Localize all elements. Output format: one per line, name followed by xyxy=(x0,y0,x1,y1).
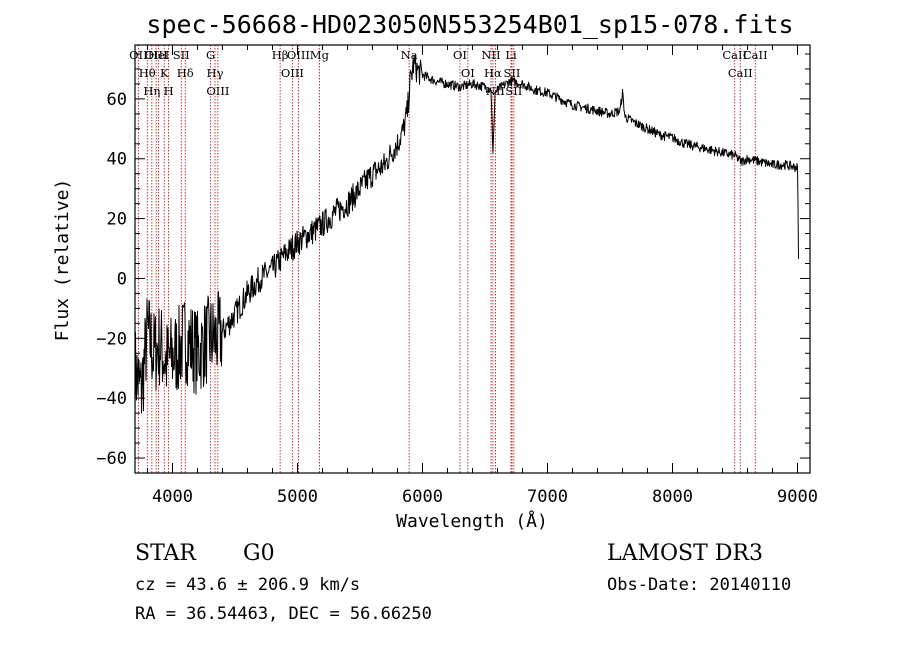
y-tick-label: 20 xyxy=(107,210,127,230)
x-tick-label: 4000 xyxy=(152,487,193,507)
y-tick-label: 60 xyxy=(107,90,127,110)
y-tick-label: −40 xyxy=(96,389,127,409)
y-axis: −60 −40 −20 0 20 40 60 xyxy=(96,53,810,469)
line-id-label: G xyxy=(206,48,215,62)
line-id-label: CaII xyxy=(728,66,753,80)
line-id-label: Hη xyxy=(143,84,160,98)
plot-area xyxy=(134,54,799,414)
line-id-label: OIII xyxy=(287,48,310,62)
line-id-label: NII xyxy=(486,84,505,98)
x-axis-label: Wavelength (Å) xyxy=(396,510,548,532)
line-id-label: OI xyxy=(461,66,475,80)
line-id-label: NII xyxy=(481,48,500,62)
line-id-label: OIII xyxy=(145,48,168,62)
line-id-label: OII xyxy=(129,48,148,62)
y-tick-label: 40 xyxy=(107,150,127,170)
ra-dec-coords: RA = 36.54463, DEC = 56.66250 xyxy=(135,604,432,624)
line-id-label: Hα xyxy=(484,66,502,80)
x-tick-label: 5000 xyxy=(277,487,318,507)
y-axis-label: Flux (relative) xyxy=(52,179,73,342)
line-id-label: H xyxy=(164,84,174,98)
line-id-label: Hθ xyxy=(139,66,156,80)
line-id-label: HeI xyxy=(148,48,169,62)
spectral-subclass: G0 xyxy=(243,541,275,566)
spectrum-series-line xyxy=(134,54,799,414)
y-tick-label: 0 xyxy=(117,269,127,289)
line-id-label: SII xyxy=(173,48,190,62)
line-id-label: Mg xyxy=(310,48,330,62)
x-tick-label: 9000 xyxy=(777,487,818,507)
line-id-label: OIII xyxy=(206,84,229,98)
line-id-label: SII xyxy=(504,66,521,80)
object-type: STAR xyxy=(135,541,197,566)
line-id-label: Na xyxy=(401,48,418,62)
redshift-cz: cz = 43.6 ± 206.9 km/s xyxy=(135,575,360,595)
line-id-label: SII xyxy=(505,84,522,98)
x-tick-label: 6000 xyxy=(402,487,443,507)
y-tick-label: −20 xyxy=(96,329,127,349)
y-tick-label: −60 xyxy=(96,449,127,469)
x-tick-label: 7000 xyxy=(527,487,568,507)
line-id-label: OIII xyxy=(281,66,304,80)
line-markers xyxy=(137,45,756,473)
line-id-label: K xyxy=(160,66,169,80)
x-tick-label: 8000 xyxy=(652,487,693,507)
line-id-label: Hδ xyxy=(177,66,194,80)
obs-date: Obs-Date: 20140110 xyxy=(607,575,791,595)
line-id-label: CaII xyxy=(722,48,747,62)
x-axis: 4000 5000 6000 7000 8000 9000 xyxy=(147,45,818,507)
chart-title: spec-56668-HD023050N553254B01_sp15-078.f… xyxy=(146,10,793,39)
line-id-label: Hβ xyxy=(272,48,289,62)
line-id-label: Li xyxy=(505,48,517,62)
line-id-label: OI xyxy=(453,48,467,62)
line-id-label: CaII xyxy=(743,48,768,62)
survey-name: LAMOST DR3 xyxy=(607,541,763,566)
line-id-label: Hγ xyxy=(207,66,224,80)
plot-frame xyxy=(134,44,811,474)
